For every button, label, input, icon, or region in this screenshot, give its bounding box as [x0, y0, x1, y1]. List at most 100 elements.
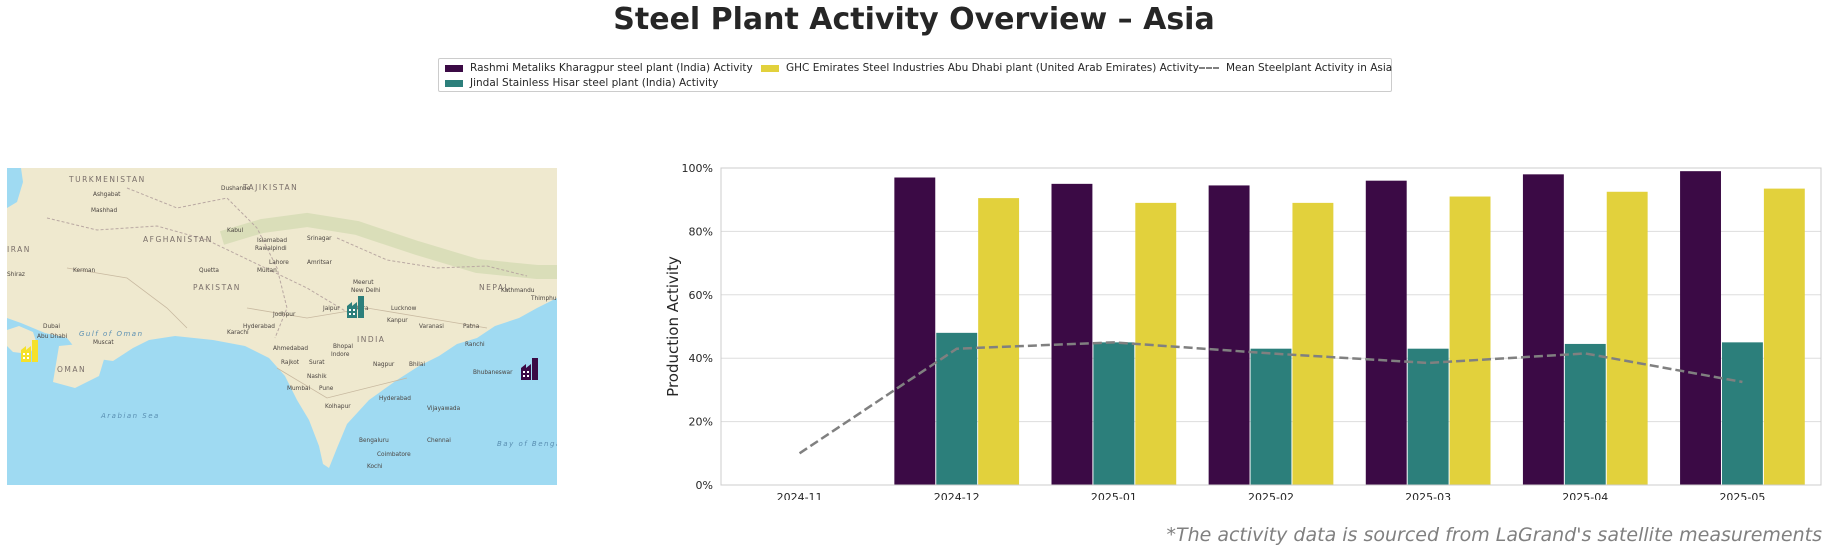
- map-label: Islamabad: [257, 238, 287, 244]
- map-label: Hyderabad: [379, 396, 411, 402]
- bar-layer: [894, 171, 1805, 486]
- factory-icon: [521, 358, 538, 380]
- legend-swatch-rashmi: [445, 64, 463, 72]
- border-line-3: [336, 237, 528, 277]
- map-label: Mashhad: [91, 208, 117, 214]
- legend-dash-mean: [1199, 67, 1219, 69]
- y-axis-label: Production Activity: [664, 256, 682, 397]
- bar: [1564, 343, 1606, 485]
- legend: Rashmi Metaliks Kharagpur steel plant (I…: [438, 58, 1392, 92]
- footnote: *The activity data is sourced from LaGra…: [1166, 524, 1822, 546]
- map-label: New Delhi: [351, 288, 381, 294]
- map-label: Mumbai: [287, 386, 311, 392]
- map-label: Rawalpindi: [255, 246, 287, 252]
- y-tick-label: 20%: [689, 416, 713, 429]
- bar: [1292, 202, 1334, 485]
- map-label: Bhopal: [333, 344, 353, 350]
- map-label: Karachi: [227, 330, 249, 336]
- border-line-1: [46, 217, 358, 319]
- x-tick-label: 2025-03: [1405, 491, 1451, 500]
- map-label: NEPAL: [479, 283, 510, 292]
- map-label: AFGHANISTAN: [143, 235, 213, 244]
- map-label: Coimbatore: [377, 452, 411, 458]
- map-label: Shiraz: [7, 272, 25, 278]
- bar: [1208, 185, 1250, 485]
- y-tick-label: 60%: [689, 289, 713, 302]
- border-line-2: [126, 187, 288, 339]
- map-label: TAJIKISTAN: [242, 183, 298, 192]
- legend-label-jindal: Jindal Stainless Hisar steel plant (Indi…: [470, 77, 719, 89]
- map-label: IRAN: [7, 245, 31, 254]
- map-label: Jodhpur: [272, 312, 296, 318]
- uae-coast: [7, 326, 37, 354]
- map-label: Kanpur: [387, 318, 408, 324]
- bar: [1407, 348, 1449, 485]
- map-label: Pune: [319, 386, 334, 392]
- map-label: INDIA: [357, 335, 385, 344]
- map-label: Bhilai: [409, 362, 425, 368]
- map-label: Rajkot: [281, 360, 300, 366]
- x-tick-label: 2024-11: [777, 491, 823, 500]
- map-label: Nagpur: [373, 362, 395, 368]
- bar: [936, 332, 978, 485]
- map-label: Bengaluru: [359, 438, 389, 444]
- map-plants: [21, 296, 538, 380]
- map-label: Quetta: [199, 268, 219, 274]
- map-label: Meerut: [353, 280, 374, 286]
- legend-label-mean: Mean Steelplant Activity in Asia: [1226, 62, 1393, 74]
- map-label: Nashik: [307, 374, 327, 380]
- map-label: Hyderabad: [243, 324, 275, 330]
- map-label: Vijayawada: [427, 406, 461, 412]
- bar: [978, 198, 1020, 486]
- road-line-3: [276, 367, 408, 399]
- map-label: Varanasi: [419, 324, 444, 330]
- map-label: Indore: [331, 352, 350, 358]
- legend-label-ghc: GHC Emirates Steel Industries Abu Dhabi …: [786, 62, 1199, 74]
- oman-coast: [53, 344, 105, 388]
- legend-label-rashmi: Rashmi Metaliks Kharagpur steel plant (I…: [470, 62, 753, 74]
- map-label: Muscat: [93, 340, 114, 346]
- chart-title: Steel Plant Activity Overview – Asia: [613, 2, 1215, 37]
- bar: [1449, 196, 1491, 485]
- legend-swatch-jindal: [445, 79, 463, 87]
- map-label: Lahore: [269, 260, 289, 266]
- map-label: Kochi: [367, 464, 383, 470]
- map-label: Lucknow: [391, 306, 417, 312]
- map-label: Chennai: [427, 438, 451, 444]
- bar: [1680, 171, 1721, 486]
- bar: [894, 177, 936, 485]
- activity-bar-chart: 0% 20% 40% 60% 80% 100% Production Activity 202…: [660, 160, 1828, 504]
- map-label: Bhubaneswar: [473, 370, 513, 376]
- x-tick-label: 2025-04: [1562, 491, 1608, 500]
- map-label: Srinagar: [307, 236, 332, 242]
- plant-location-map: TURKMENISTAN Ashgabat Mashhad Dushanbe TAJIK…: [7, 168, 557, 485]
- caspian-sea: [7, 168, 23, 208]
- y-tick-label: 0%: [696, 479, 713, 492]
- map-label: Amritsar: [307, 260, 332, 266]
- y-tick-label: 40%: [689, 352, 713, 365]
- bar: [1606, 191, 1648, 485]
- legend-item-ghc: GHC Emirates Steel Industries Abu Dhabi …: [761, 61, 1199, 75]
- map-label: Arabian Sea: [100, 412, 160, 420]
- map-labels: TURKMENISTAN Ashgabat Mashhad DushanbeTAJIK…: [7, 175, 557, 470]
- map-label: OMAN: [57, 365, 86, 374]
- bar: [1093, 342, 1135, 485]
- bar: [1135, 202, 1177, 485]
- map-label: Gulf of Oman: [79, 330, 144, 338]
- factory-icon: [21, 340, 38, 362]
- legend-swatch-ghc: [761, 64, 779, 72]
- x-tick-label: 2025-01: [1091, 491, 1137, 500]
- map-label: PAKISTAN: [193, 283, 241, 292]
- x-tick-label: 2025-02: [1248, 491, 1294, 500]
- y-tick-label: 100%: [682, 162, 713, 175]
- map-label: Abu Dhabi: [37, 334, 68, 340]
- legend-item-rashmi: Rashmi Metaliks Kharagpur steel plant (I…: [445, 61, 753, 75]
- bar: [1365, 180, 1407, 485]
- map-label: Ahmedabad: [273, 346, 308, 352]
- mean-line-layer: [798, 341, 1743, 455]
- map-label: TURKMENISTAN: [68, 175, 146, 184]
- road-line-1: [66, 267, 188, 329]
- map-label: Ranchi: [465, 342, 485, 348]
- map-label: Dubai: [43, 324, 60, 330]
- mean-activity-line: [798, 341, 1743, 455]
